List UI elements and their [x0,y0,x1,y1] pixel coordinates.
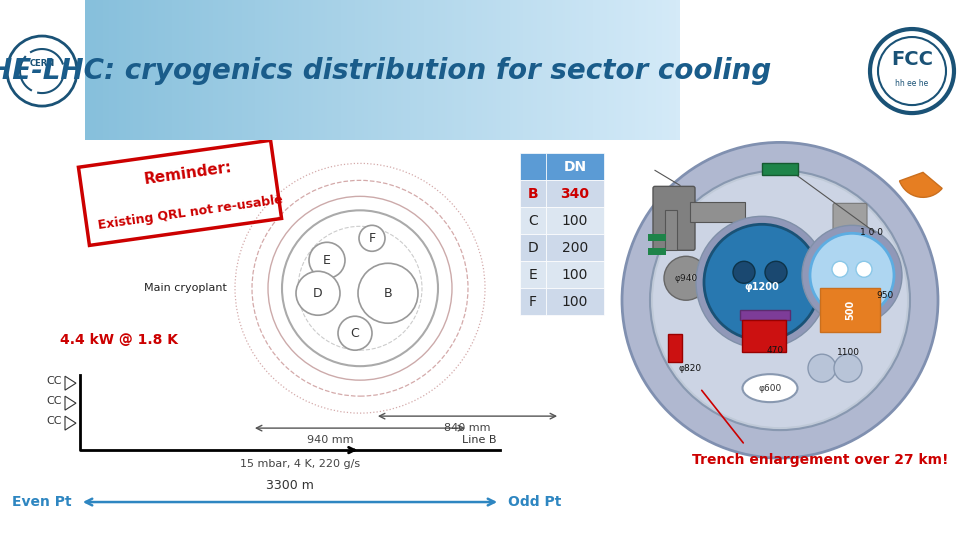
Text: φ1200: φ1200 [745,282,780,292]
Text: φ600: φ600 [758,383,781,393]
Bar [520,261,546,288]
Text: B: B [528,187,539,201]
Text: 340: 340 [561,187,589,201]
Text: C: C [528,214,538,228]
Text: Trench enlargement over 27 km!: Trench enlargement over 27 km! [692,453,948,467]
Text: 840 mm: 840 mm [444,423,491,433]
Bar [762,164,798,176]
Circle shape [834,354,862,382]
Text: Existing QRL not re-usable: Existing QRL not re-usable [97,193,283,232]
Bar [665,210,677,250]
Text: 470: 470 [766,346,783,355]
Text: CC: CC [46,376,62,386]
FancyBboxPatch shape [833,204,867,247]
Polygon shape [65,416,76,430]
Text: 3300 m: 3300 m [266,479,314,492]
Bar [820,288,880,332]
Circle shape [653,173,907,427]
Text: C: C [350,327,359,340]
Text: DN: DN [564,160,587,174]
Text: Even Pt: Even Pt [12,495,72,509]
Bar [546,261,604,288]
Text: D: D [313,287,323,300]
Text: 950: 950 [876,291,894,300]
Circle shape [808,354,836,382]
Circle shape [650,170,910,430]
Circle shape [696,217,828,348]
Text: CC: CC [46,396,62,406]
Text: 1 0 0: 1 0 0 [860,228,883,237]
Text: hh ee he: hh ee he [896,78,928,87]
Text: D: D [528,241,539,255]
Text: E: E [529,268,538,282]
Text: 100: 100 [562,295,588,309]
Circle shape [309,242,345,278]
Text: 1100: 1100 [836,348,859,357]
Circle shape [733,261,755,284]
Text: φ820: φ820 [679,363,702,373]
Bar [546,180,604,207]
Text: 940 mm: 940 mm [307,435,353,445]
Text: 500: 500 [845,300,855,320]
Text: 100: 100 [562,214,588,228]
Text: CC: CC [46,416,62,426]
Text: φ940: φ940 [675,274,698,283]
Bar [520,234,546,261]
Bar [740,310,790,320]
Circle shape [358,264,418,323]
Circle shape [282,210,438,366]
Text: φ940: φ940 [676,274,697,283]
Text: 200: 200 [562,241,588,255]
Text: Main cryoplant: Main cryoplant [144,284,227,293]
Text: Odd Pt: Odd Pt [508,495,562,509]
Circle shape [296,271,340,315]
Text: CERN: CERN [30,58,55,68]
Text: E: E [324,254,331,267]
Bar [690,202,745,222]
Circle shape [704,224,820,340]
Circle shape [802,225,902,325]
Circle shape [856,261,872,277]
Circle shape [832,261,848,277]
Wedge shape [900,172,942,197]
Polygon shape [65,396,76,410]
Bar [648,234,666,241]
Bar [520,288,546,315]
Bar [520,207,546,234]
Circle shape [810,233,894,317]
Ellipse shape [742,374,798,402]
Text: F: F [369,232,375,245]
Text: HE-LHC: cryogenics distribution for sector cooling: HE-LHC: cryogenics distribution for sect… [0,57,771,85]
Bar [668,334,682,362]
Circle shape [338,316,372,350]
Circle shape [664,256,708,300]
Bar [680,0,960,143]
Bar [648,248,666,255]
Text: FCC: FCC [891,50,933,69]
Bar [546,288,604,315]
Bar [546,153,604,180]
Text: Reminder:: Reminder: [143,160,233,187]
Text: Line B: Line B [463,435,497,445]
Bar [742,320,786,352]
FancyBboxPatch shape [653,186,695,250]
Text: 330: 330 [781,166,799,175]
Text: F: F [529,295,537,309]
Bar [520,153,546,180]
Text: 15 mbar, 4 K, 220 g/s: 15 mbar, 4 K, 220 g/s [240,459,360,469]
Circle shape [622,143,938,458]
Text: 4.4 kW @ 1.8 K: 4.4 kW @ 1.8 K [60,333,178,347]
Bar [546,234,604,261]
Circle shape [765,261,787,284]
Circle shape [359,225,385,251]
Polygon shape [65,376,76,390]
Bar [520,180,546,207]
Text: 100: 100 [562,268,588,282]
Text: B: B [384,287,393,300]
Bar [546,207,604,234]
